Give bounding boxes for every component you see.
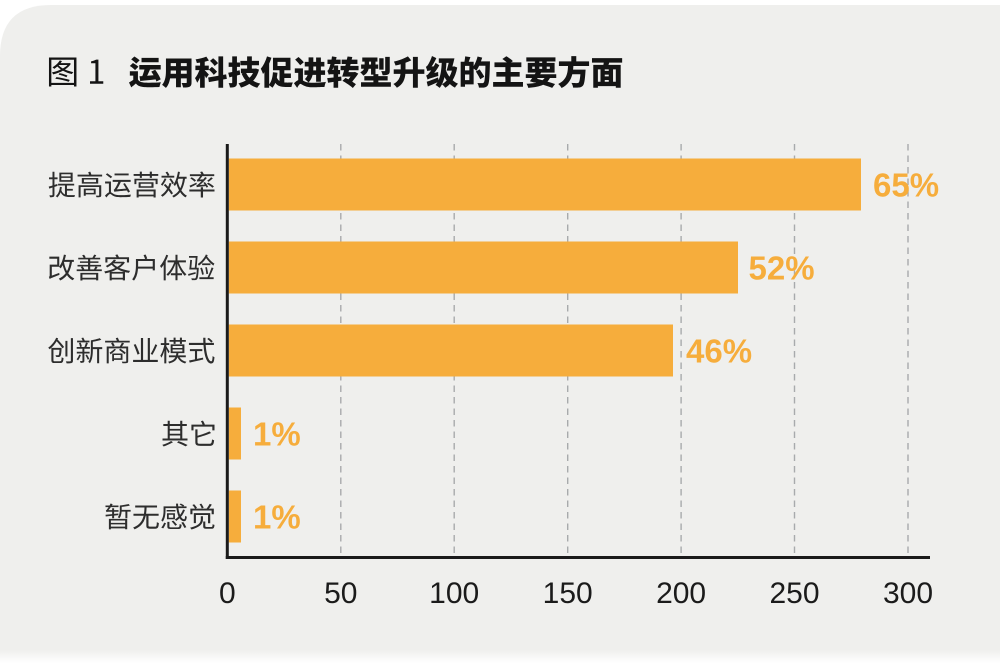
svg-text:0: 0 bbox=[219, 577, 236, 610]
svg-text:1%: 1% bbox=[253, 415, 301, 452]
svg-text:65%: 65% bbox=[873, 166, 939, 203]
svg-text:46%: 46% bbox=[686, 332, 752, 369]
svg-text:100: 100 bbox=[429, 577, 479, 610]
svg-text:200: 200 bbox=[656, 577, 706, 610]
svg-text:50: 50 bbox=[324, 577, 357, 610]
svg-text:300: 300 bbox=[883, 577, 933, 610]
svg-text:52%: 52% bbox=[749, 249, 815, 286]
svg-text:1%: 1% bbox=[253, 498, 301, 535]
svg-text:250: 250 bbox=[769, 577, 819, 610]
svg-text:150: 150 bbox=[543, 577, 593, 610]
